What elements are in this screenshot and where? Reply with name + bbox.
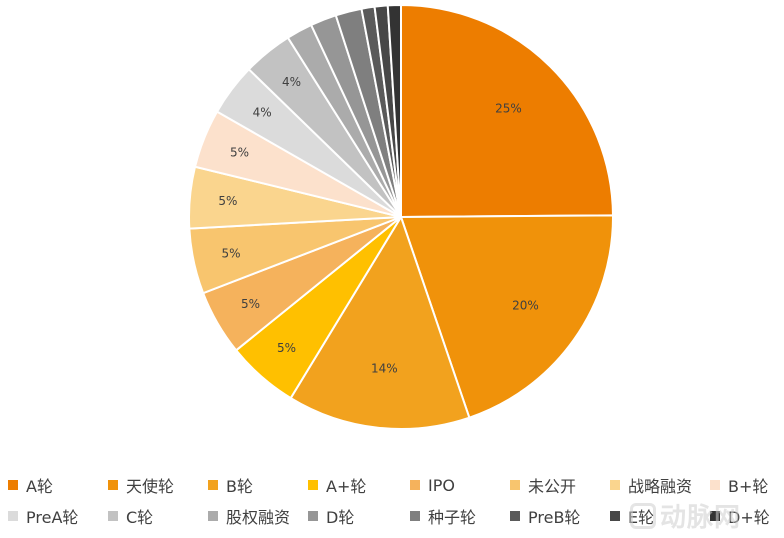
- legend-swatch: [8, 511, 18, 521]
- legend-item: IPO: [410, 474, 455, 496]
- legend-item: A+轮: [308, 474, 366, 496]
- legend-swatch: [510, 480, 520, 490]
- data-label: 5%: [230, 146, 249, 160]
- chart-area: 25% 20% 14% 5% 5% 5% 5% 5% 4% 4%: [188, 3, 614, 430]
- legend-label: 股权融资: [226, 508, 291, 527]
- legend-swatch: [610, 480, 620, 490]
- legend-item: B轮: [208, 474, 253, 496]
- data-label: 14%: [371, 362, 398, 376]
- data-label: 5%: [277, 341, 296, 355]
- pie-slice: [399, 214, 614, 419]
- legend-row: A轮 天使轮 B轮 A+轮 IPO 未公开 战略融资 B+轮: [0, 474, 784, 505]
- legend-swatch: [710, 480, 720, 490]
- legend-swatch: [308, 480, 318, 490]
- legend-swatch: [208, 511, 218, 521]
- legend-label: 天使轮: [126, 477, 175, 496]
- legend-label: PreB轮: [528, 508, 581, 527]
- legend-item: PreA轮: [8, 505, 78, 527]
- legend-swatch: [308, 511, 318, 521]
- data-label: 5%: [221, 246, 240, 260]
- legend-label: 种子轮: [428, 508, 477, 527]
- legend-item: 种子轮: [410, 505, 476, 527]
- pie-slice: [386, 3, 402, 218]
- data-label: 4%: [282, 75, 301, 89]
- legend: A轮 天使轮 B轮 A+轮 IPO 未公开 战略融资 B+轮 PreA轮 C轮 股权融资 D轮 种子轮…: [0, 474, 784, 536]
- legend-item: 战略融资: [610, 474, 692, 496]
- legend-swatch: [108, 480, 118, 490]
- legend-item: PreB轮: [510, 505, 580, 527]
- data-label: 5%: [218, 194, 237, 208]
- legend-label: A轮: [26, 477, 53, 496]
- legend-label: D+轮: [728, 508, 770, 527]
- legend-item: 未公开: [510, 474, 576, 496]
- legend-item: B+轮: [710, 474, 768, 496]
- legend-swatch: [610, 511, 620, 521]
- watermark: 动脉网: [630, 497, 741, 534]
- legend-label: B+轮: [728, 477, 769, 496]
- pie-slice: [400, 3, 614, 219]
- legend-label: IPO: [428, 475, 455, 495]
- legend-swatch: [8, 480, 18, 490]
- legend-item: 股权融资: [208, 505, 290, 527]
- data-label: 5%: [241, 297, 260, 311]
- legend-label: E轮: [628, 508, 655, 527]
- legend-item: E轮: [610, 505, 654, 527]
- watermark-logo-icon: [630, 503, 656, 529]
- watermark-text: 动脉网: [660, 503, 742, 533]
- legend-label: D轮: [326, 508, 355, 527]
- data-label: 25%: [495, 102, 522, 116]
- legend-label: 战略融资: [628, 477, 693, 496]
- legend-swatch: [710, 511, 720, 521]
- legend-swatch: [410, 480, 420, 490]
- legend-swatch: [510, 511, 520, 521]
- data-label: 20%: [512, 298, 539, 312]
- legend-item: 天使轮: [108, 474, 174, 496]
- legend-label: C轮: [126, 508, 154, 527]
- pie-slice: [289, 214, 471, 430]
- data-label: 4%: [253, 105, 272, 119]
- legend-item: D轮: [308, 505, 354, 527]
- legend-swatch: [208, 480, 218, 490]
- legend-label: 未公开: [528, 477, 577, 496]
- legend-label: PreA轮: [26, 508, 79, 527]
- legend-swatch: [108, 511, 118, 521]
- legend-label: B轮: [226, 477, 253, 496]
- legend-item: D+轮: [710, 505, 770, 527]
- legend-label: A+轮: [326, 477, 367, 496]
- legend-item: A轮: [8, 474, 53, 496]
- legend-swatch: [410, 511, 420, 521]
- legend-item: C轮: [108, 505, 153, 527]
- legend-row: PreA轮 C轮 股权融资 D轮 种子轮 PreB轮 E轮 D+轮: [0, 505, 784, 536]
- pie-chart: 25% 20% 14% 5% 5% 5% 5% 5% 4% 4%: [188, 3, 614, 430]
